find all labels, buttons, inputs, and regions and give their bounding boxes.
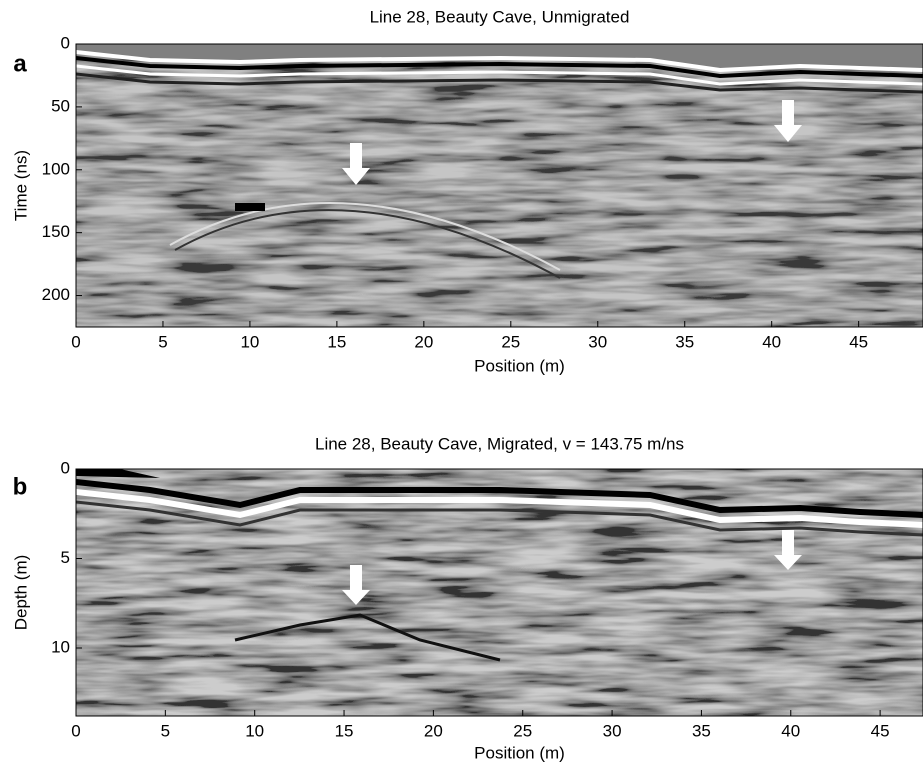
x-tick-label: 5 (158, 332, 167, 351)
panel-label: b (13, 473, 28, 500)
chart-title: Line 28, Beauty Cave, Migrated, v = 143.… (315, 434, 684, 453)
x-tick-label: 15 (335, 721, 354, 740)
x-axis-label: Position (m) (474, 356, 565, 375)
x-tick-label: 30 (603, 721, 622, 740)
x-tick-label: 0 (71, 721, 80, 740)
radargram-b (76, 469, 923, 716)
y-tick-label: 5 (61, 548, 70, 567)
y-tick-label: 0 (61, 458, 70, 477)
y-tick-label: 50 (51, 96, 70, 115)
y-tick-label: 100 (42, 159, 70, 178)
x-tick-label: 25 (513, 721, 532, 740)
chart-title: Line 28, Beauty Cave, Unmigrated (370, 7, 630, 26)
x-tick-label: 0 (71, 332, 80, 351)
x-tick-label: 30 (588, 332, 607, 351)
x-tick-label: 40 (762, 332, 781, 351)
x-tick-label: 25 (501, 332, 520, 351)
y-axis-label: Depth (m) (11, 555, 30, 631)
x-tick-label: 20 (414, 332, 433, 351)
x-tick-label: 5 (161, 721, 170, 740)
x-tick-label: 35 (675, 332, 694, 351)
y-tick-label: 0 (61, 33, 70, 52)
axes-box (75, 468, 923, 717)
axes-box (75, 43, 923, 328)
x-axis-label: Position (m) (474, 743, 565, 762)
x-tick-label: 10 (240, 332, 259, 351)
radargram-a (76, 44, 923, 327)
panel-label: a (13, 50, 27, 77)
y-tick-label: 200 (42, 285, 70, 304)
y-tick-label: 150 (42, 222, 70, 241)
x-tick-label: 40 (781, 721, 800, 740)
x-tick-label: 35 (692, 721, 711, 740)
y-axis-label: Time (ns) (11, 150, 30, 221)
x-tick-label: 15 (327, 332, 346, 351)
y-tick-label: 10 (51, 637, 70, 656)
x-tick-label: 20 (424, 721, 443, 740)
x-tick-label: 45 (849, 332, 868, 351)
x-tick-label: 10 (245, 721, 264, 740)
x-tick-label: 45 (871, 721, 890, 740)
